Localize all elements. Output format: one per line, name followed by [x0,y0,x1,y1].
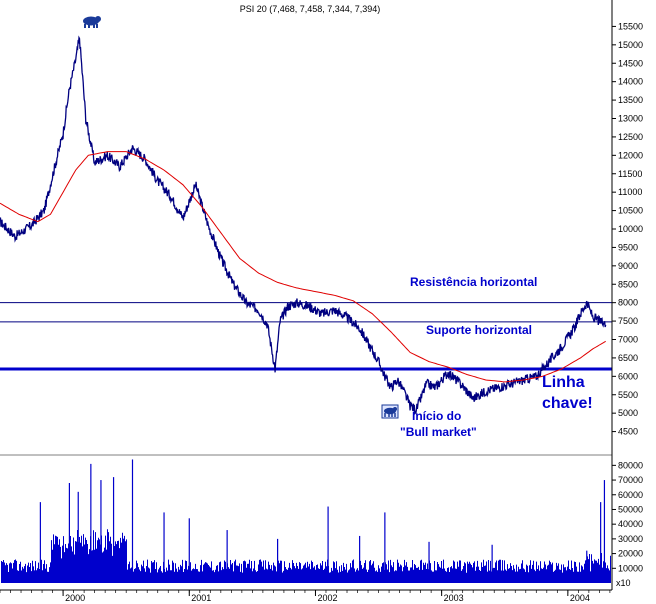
volume-y-tick-label: 70000 [618,475,643,485]
volume-y-tick-label: 20000 [618,549,643,559]
x-tick-label: 2004 [570,593,590,603]
volume-y-tick-label: 50000 [618,504,643,514]
volume-bars [1,459,611,583]
volume-plot-area [1,459,611,583]
price-y-tick-label: 13000 [618,114,643,124]
x-tick-label: 2000 [65,593,85,603]
volume-multiplier-label: x10 [616,578,631,588]
price-y-tick-label: 14000 [618,77,643,87]
x-tick-label: 2003 [444,593,464,603]
chart-title: PSI 20 (7,468, 7,458, 7,344, 7,394) [240,4,381,14]
price-y-tick-label: 7500 [618,316,638,326]
price-y-tick-label: 9500 [618,242,638,252]
price-y-tick-label: 7000 [618,335,638,345]
price-y-tick-label: 13500 [618,95,643,105]
price-y-tick-label: 6500 [618,353,638,363]
x-tick-label: 2002 [317,593,337,603]
price-y-tick-label: 10500 [618,206,643,216]
price-y-tick-label: 11500 [618,169,642,179]
price-y-tick-label: 12500 [618,132,643,142]
price-y-tick-label: 10000 [618,224,643,234]
volume-y-tick-label: 10000 [618,563,643,573]
price-y-tick-label: 15500 [618,21,643,31]
axes: 4500 5000 5500 6000 6500 7000 7500 8000 8500 9000… [0,0,643,603]
price-y-tick-label: 12000 [618,150,643,160]
volume-y-tick-label: 30000 [618,534,643,544]
price-y-tick-label: 8000 [618,298,638,308]
price-series-line [0,35,607,416]
price-y-tick-label: 15000 [618,40,643,50]
x-tick-label: 2001 [191,593,211,603]
price-plot-area [0,35,612,416]
price-y-tick-label: 8500 [618,279,638,289]
annotation-key-line-1: Linha [542,374,585,391]
price-y-tick-label: 11000 [618,187,642,197]
volume-y-tick-label: 60000 [618,490,643,500]
price-y-tick-label: 5500 [618,390,638,400]
price-y-tick-label: 6000 [618,371,638,381]
price-y-tick-label: 4500 [618,427,638,437]
annotation-support: Suporte horizontal [426,323,532,337]
moving-average-line [0,151,606,383]
volume-y-tick-label: 40000 [618,519,643,529]
volume-y-tick-label: 80000 [618,460,643,470]
price-y-tick-label: 14500 [618,58,643,68]
bull-icon [381,404,399,419]
annotation-bull-start-1: Início do [412,409,461,423]
annotation-bull-start-2: "Bull market" [400,425,477,439]
price-y-tick-label: 5000 [618,408,638,418]
annotation-key-line-2: chave! [542,395,593,412]
price-y-tick-label: 9000 [618,261,638,271]
bear-icon [83,16,101,28]
annotation-resistance: Resistência horizontal [410,275,537,289]
